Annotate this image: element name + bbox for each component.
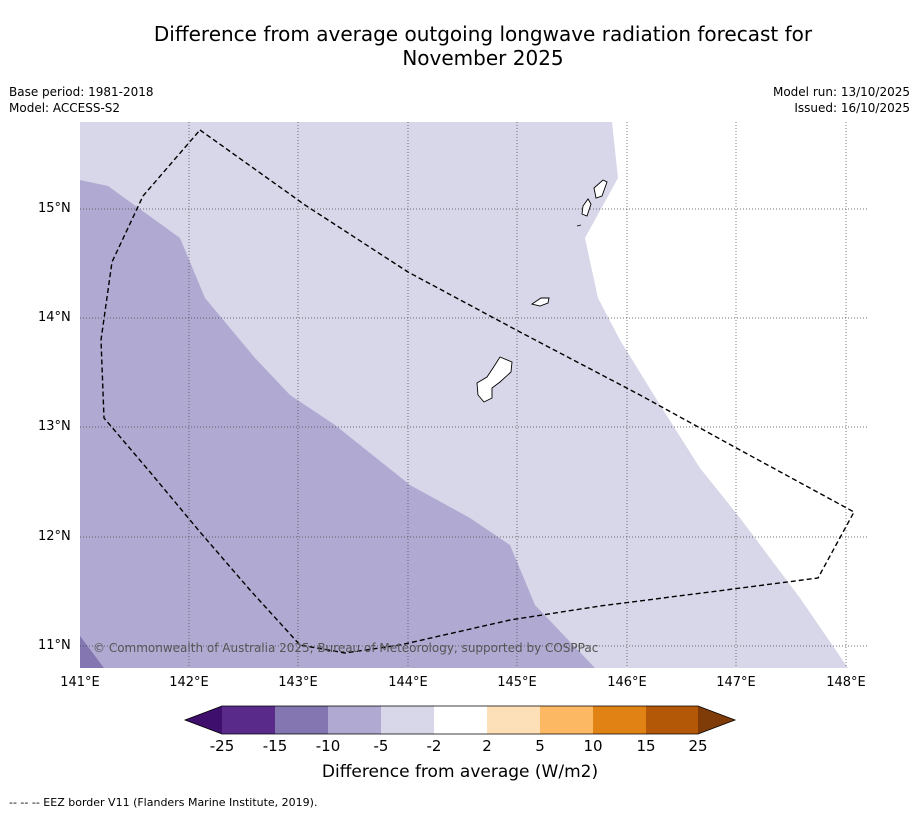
colorbar-tick-label: 5	[535, 737, 545, 755]
colorbar	[183, 705, 737, 735]
meta-right: Model run: 13/10/2025 Issued: 16/10/2025	[773, 84, 910, 116]
lon-label: 147°E	[716, 675, 756, 690]
gridlines	[80, 122, 867, 668]
lon-label: 148°E	[826, 675, 866, 690]
islands	[476, 179, 608, 403]
aguijan-island	[576, 224, 582, 227]
colorbar-title: Difference from average (W/m2)	[321, 762, 599, 782]
colorbar-swatch-9	[646, 706, 698, 734]
colorbar-swatch-3	[328, 706, 381, 734]
anomaly-band-m10-m5	[80, 180, 595, 668]
model-run: Model run: 13/10/2025	[772, 85, 910, 99]
lat-label: 14°N	[38, 310, 71, 325]
lat-label: 12°N	[38, 529, 71, 544]
meta-left: Base period: 1981-2018 Model: ACCESS-S2	[9, 84, 154, 116]
lon-label: 146°E	[607, 675, 647, 690]
colorbar-swatch-8	[593, 706, 646, 734]
title-line-1: Difference from average outgoing longwav…	[153, 22, 813, 46]
rota-island	[530, 297, 550, 307]
colorbar-swatch-1	[222, 706, 275, 734]
base-period: Base period: 1981-2018	[9, 85, 154, 99]
saipan-island	[593, 179, 608, 199]
tinian-island	[581, 198, 592, 217]
lon-label: 141°E	[60, 675, 100, 690]
colorbar-tick-label: 25	[688, 737, 708, 755]
colorbar-tick-label: 2	[482, 737, 492, 755]
colorbar-extend-high	[698, 706, 735, 734]
chart-title: Difference from average outgoing longwav…	[100, 22, 866, 70]
lon-label: 142°E	[169, 675, 209, 690]
lon-label: 145°E	[497, 675, 537, 690]
anomaly-band-neutral	[585, 122, 867, 668]
guam-island	[476, 356, 513, 403]
issued-date: Issued: 16/10/2025	[794, 101, 910, 115]
lat-label: 13°N	[38, 419, 71, 434]
colorbar-swatch-5	[434, 706, 487, 734]
lon-label: 144°E	[388, 675, 428, 690]
eez-border	[100, 129, 855, 654]
colorbar-swatch-4	[381, 706, 434, 734]
colorbar-swatch-6	[487, 706, 540, 734]
model-name: Model: ACCESS-S2	[9, 101, 121, 115]
colorbar-tick-label: -2	[426, 737, 442, 755]
anomaly-band-m15-m10	[80, 636, 104, 668]
colorbar-swatch-2	[275, 706, 328, 734]
colorbar-tick-label: -15	[262, 737, 288, 755]
colorbar-tick-label: -5	[373, 737, 389, 755]
colorbar-extend-low	[185, 706, 222, 734]
colorbar-outline	[183, 705, 737, 735]
map-panel	[80, 122, 867, 668]
colorbar-tick-label: 15	[636, 737, 656, 755]
lat-label: 11°N	[38, 638, 71, 653]
lat-label: 15°N	[38, 201, 71, 216]
eez-footnote: -- -- -- EEZ border V11 (Flanders Marine…	[9, 796, 318, 809]
colorbar-tick-label: -25	[209, 737, 235, 755]
title-line-2: November 2025	[402, 46, 564, 70]
copyright-notice: © Commonwealth of Australia 2025, Bureau…	[93, 641, 599, 655]
colorbar-tick-label: -10	[315, 737, 341, 755]
colorbar-tick-label: 10	[583, 737, 603, 755]
lon-label: 143°E	[278, 675, 318, 690]
colorbar-swatch-7	[540, 706, 593, 734]
